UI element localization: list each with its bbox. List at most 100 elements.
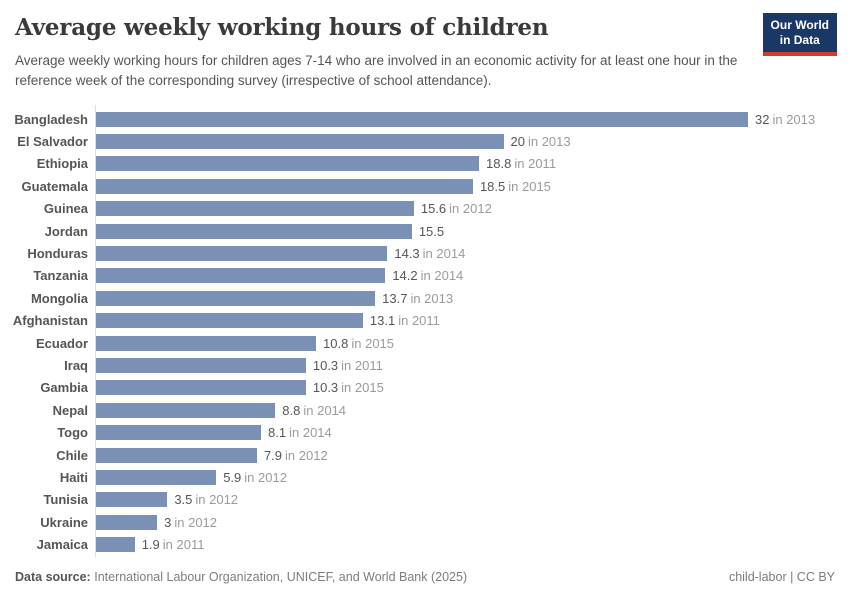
bar-area: 13.1 in 2011 <box>88 313 850 329</box>
bar-area: 10.8 in 2015 <box>88 335 850 351</box>
chart-header: Average weekly working hours of children… <box>15 14 835 92</box>
bar-chart: Bangladesh 32 in 2013 El Salvador 20 in 2013 E… <box>0 105 850 557</box>
bar-row[interactable]: Gambia 10.3 in 2015 <box>0 377 850 399</box>
value-bar[interactable] <box>96 313 363 329</box>
value-bar[interactable] <box>96 335 317 351</box>
bar-row[interactable]: Guatemala 18.5 in 2015 <box>0 175 850 197</box>
bar-area: 13.7 in 2013 <box>88 290 850 306</box>
bar-row[interactable]: El Salvador 20 in 2013 <box>0 130 850 152</box>
value-bar[interactable] <box>96 402 276 418</box>
bar-row[interactable]: Ukraine 3 in 2012 <box>0 511 850 533</box>
bar-area: 14.2 in 2014 <box>88 268 850 284</box>
owid-logo[interactable]: Our World in Data <box>762 13 837 56</box>
bar-row[interactable]: Togo 8.1 in 2014 <box>0 421 850 443</box>
bar-row[interactable]: Tunisia 3.5 in 2012 <box>0 489 850 511</box>
country-label: Tunisia <box>43 492 88 508</box>
value-label: 15.5 <box>418 223 445 239</box>
country-label: Ecuador <box>35 335 88 351</box>
bar-row[interactable]: Bangladesh 32 in 2013 <box>0 108 850 130</box>
value-label: 13.7 in 2013 <box>382 290 454 306</box>
value-label: 18.5 in 2015 <box>479 178 551 194</box>
bar-area: 15.6 in 2012 <box>88 201 850 217</box>
value-label: 1.9 in 2011 <box>141 537 205 553</box>
value-label: 14.2 in 2014 <box>392 268 464 284</box>
value-bar[interactable] <box>96 469 217 485</box>
bar-row[interactable]: Honduras 14.3 in 2014 <box>0 242 850 264</box>
license-link[interactable]: child-labor | CC BY <box>728 570 835 584</box>
value-label: 8.1 in 2014 <box>268 425 332 441</box>
value-label: 10.3 in 2015 <box>312 380 384 396</box>
bar-row[interactable]: Iraq 10.3 in 2011 <box>0 354 850 376</box>
bar-area: 32 in 2013 <box>88 111 850 127</box>
bar-row[interactable]: Chile 7.9 in 2012 <box>0 444 850 466</box>
country-label: Mongolia <box>30 290 88 306</box>
value-bar[interactable] <box>96 268 386 284</box>
country-label: Jordan <box>44 223 88 239</box>
bar-area: 3 in 2012 <box>88 514 850 530</box>
bar-row[interactable]: Tanzania 14.2 in 2014 <box>0 265 850 287</box>
bar-row[interactable]: Mongolia 13.7 in 2013 <box>0 287 850 309</box>
chart-subtitle: Average weekly working hours for childre… <box>15 53 738 89</box>
bar-row[interactable]: Jordan 15.5 <box>0 220 850 242</box>
value-label: 13.1 in 2011 <box>369 313 440 329</box>
bar-area: 8.8 in 2014 <box>88 402 850 418</box>
bar-area: 1.9 in 2011 <box>88 537 850 553</box>
country-label: Nepal <box>52 402 88 418</box>
value-bar[interactable] <box>96 156 480 172</box>
value-label: 3 in 2012 <box>164 514 218 530</box>
bar-row[interactable]: Guinea 15.6 in 2012 <box>0 198 850 220</box>
value-label: 10.3 in 2011 <box>312 357 383 373</box>
value-bar[interactable] <box>96 380 306 396</box>
page-title: Average weekly working hours of children <box>15 14 549 41</box>
value-bar[interactable] <box>96 447 257 463</box>
bar-area: 18.8 in 2011 <box>88 156 850 172</box>
country-label: Afghanistan <box>12 313 88 329</box>
value-bar[interactable] <box>96 492 168 508</box>
value-bar[interactable] <box>96 290 376 306</box>
bar-row[interactable]: Haiti 5.9 in 2012 <box>0 466 850 488</box>
value-label: 15.6 in 2012 <box>420 201 492 217</box>
value-label: 10.8 in 2015 <box>323 335 395 351</box>
value-label: 14.3 in 2014 <box>394 246 466 262</box>
country-label: Iraq <box>64 357 88 373</box>
value-bar[interactable] <box>96 111 748 127</box>
country-label: Chile <box>56 447 88 463</box>
value-bar[interactable] <box>96 178 473 194</box>
bar-row[interactable]: Ecuador 10.8 in 2015 <box>0 332 850 354</box>
value-label: 18.8 in 2011 <box>486 156 557 172</box>
bar-area: 5.9 in 2012 <box>88 469 850 485</box>
bar-area: 14.3 in 2014 <box>88 246 850 262</box>
bar-row[interactable]: Ethiopia 18.8 in 2011 <box>0 153 850 175</box>
country-label: El Salvador <box>17 134 88 150</box>
country-label: Bangladesh <box>14 111 88 127</box>
bar-area: 7.9 in 2012 <box>88 447 850 463</box>
country-label: Guinea <box>43 201 88 217</box>
country-label: Honduras <box>27 246 88 262</box>
value-bar[interactable] <box>96 425 262 441</box>
country-label: Gambia <box>40 380 88 396</box>
country-label: Haiti <box>59 469 88 485</box>
value-bar[interactable] <box>96 246 388 262</box>
owid-logo-line2: in Data <box>779 33 820 47</box>
data-source-label: Data source: <box>15 570 91 584</box>
owid-logo-line1: Our World <box>770 18 829 32</box>
value-bar[interactable] <box>96 223 412 239</box>
value-bar[interactable] <box>96 134 504 150</box>
bar-area: 10.3 in 2015 <box>88 380 850 396</box>
y-axis-line <box>95 105 96 557</box>
value-label: 5.9 in 2012 <box>223 469 287 485</box>
data-source: Data source: International Labour Organi… <box>15 570 467 584</box>
data-source-text: International Labour Organization, UNICE… <box>94 570 468 584</box>
value-label: 8.8 in 2014 <box>282 402 347 418</box>
bar-row[interactable]: Nepal 8.8 in 2014 <box>0 399 850 421</box>
bar-row[interactable]: Afghanistan 13.1 in 2011 <box>0 310 850 332</box>
value-bar[interactable] <box>96 201 414 217</box>
value-bar[interactable] <box>96 357 306 373</box>
value-bar[interactable] <box>96 514 158 530</box>
value-bar[interactable] <box>96 537 135 553</box>
bar-row[interactable]: Jamaica 1.9 in 2011 <box>0 533 850 555</box>
bar-area: 3.5 in 2012 <box>88 492 850 508</box>
value-label: 20 in 2013 <box>510 134 571 150</box>
country-label: Jamaica <box>36 537 88 553</box>
